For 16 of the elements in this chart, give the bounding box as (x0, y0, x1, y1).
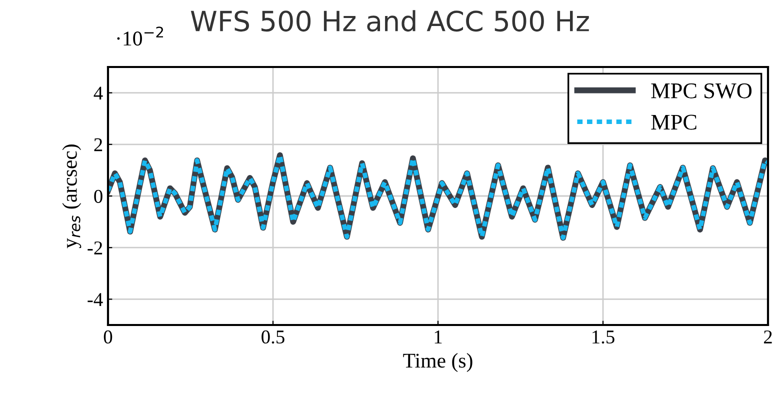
y-tick-label: 4 (94, 86, 103, 100)
y-axis-title: y$_{res}$ (arcsec) (62, 144, 82, 248)
y-tick-label: -4 (88, 293, 103, 306)
chart-title: WFS 500 Hz and ACC 500 Hz (190, 10, 589, 32)
text: ·10$^{−2}$ (117, 26, 164, 46)
y-tick-label: -2 (88, 241, 102, 254)
y-tick-label: 0 (94, 190, 102, 203)
x-tick-label: 0.5 (262, 330, 284, 344)
x-tick-label: 2 (764, 330, 772, 344)
legend-label: MPC (651, 114, 696, 130)
x-tick-label: 0 (104, 330, 112, 344)
x-tick-label: 1.5 (592, 330, 614, 344)
x-axis-title: Time (s) (403, 353, 472, 372)
y-tick-label: 2 (94, 138, 102, 152)
x-tick-label: 1 (434, 330, 442, 344)
legend-label: MPC SWO (651, 83, 752, 98)
